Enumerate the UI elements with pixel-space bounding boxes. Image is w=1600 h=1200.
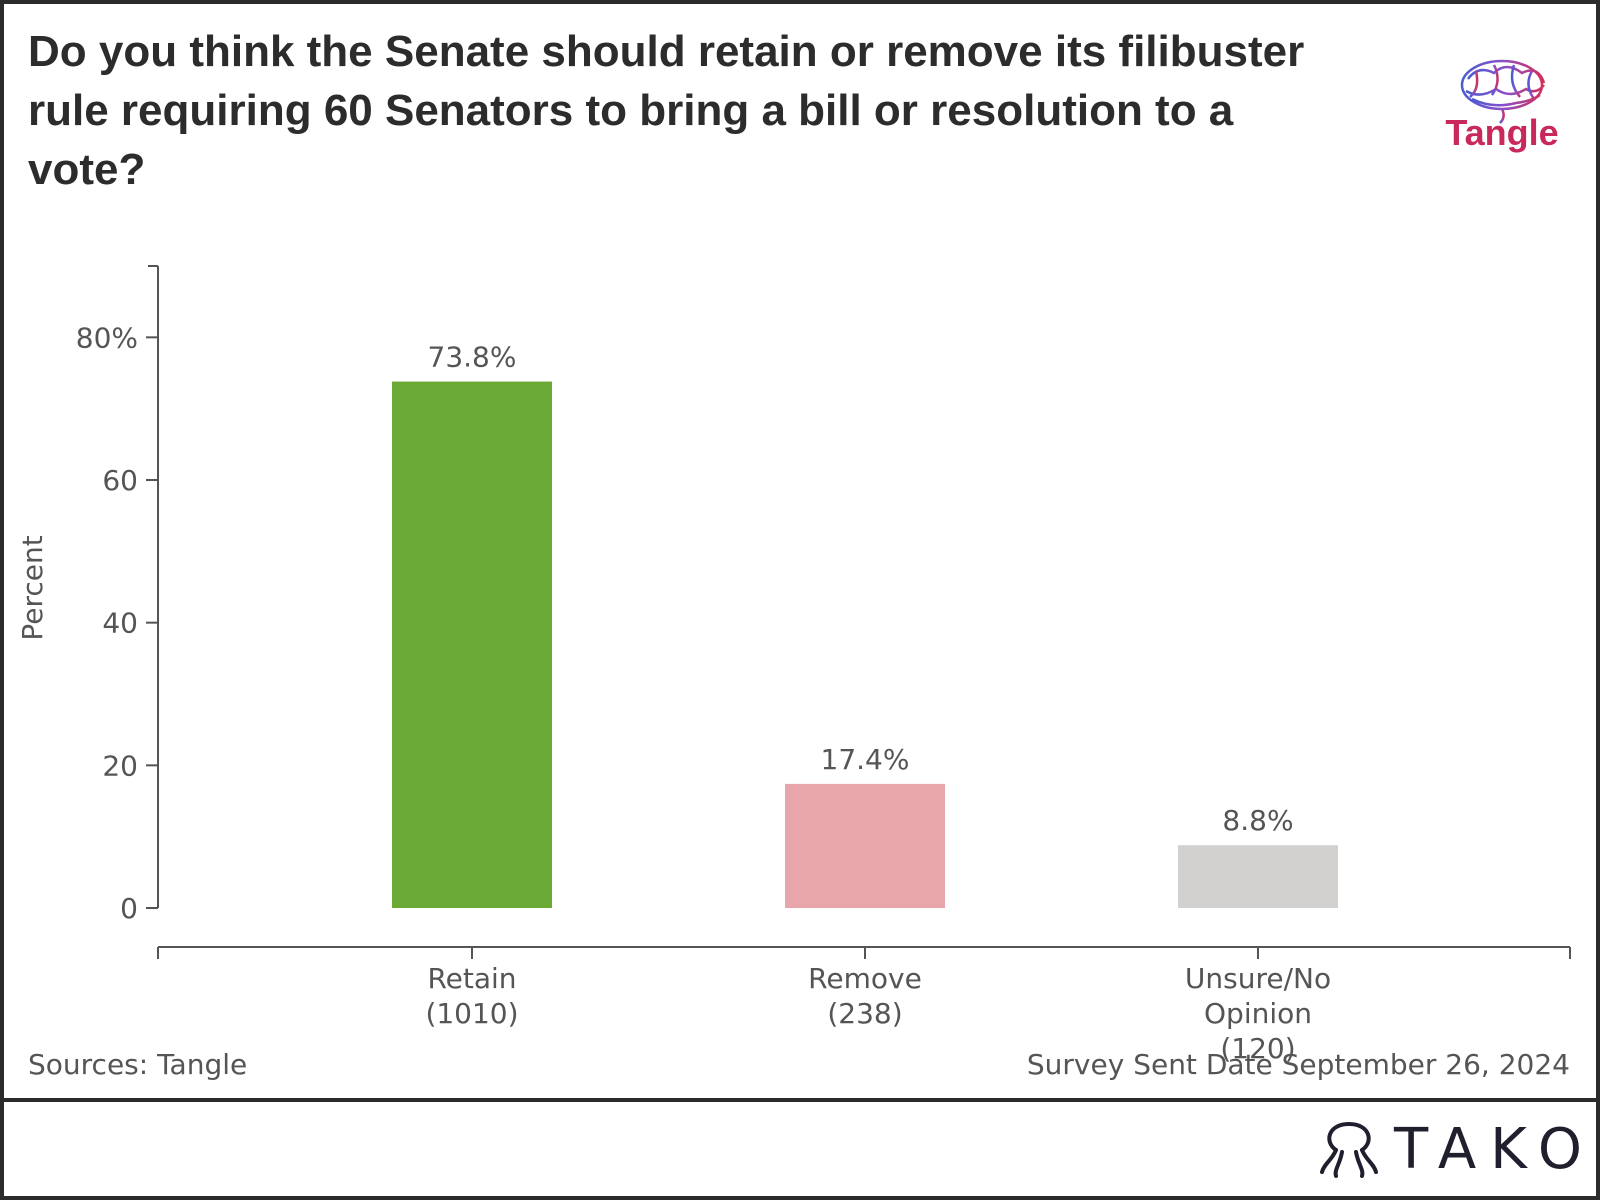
y-tick-label: 80% bbox=[76, 321, 138, 354]
y-axis: 0 20 40 60 80% bbox=[76, 265, 159, 925]
chart-title: Do you think the Senate should retain or… bbox=[28, 27, 1305, 194]
bar-remove bbox=[785, 783, 945, 908]
bar-retain bbox=[392, 381, 552, 908]
bar-value-label: 8.8% bbox=[1222, 804, 1293, 837]
footer-divider bbox=[0, 1098, 1600, 1102]
y-axis-label: Percent bbox=[16, 535, 49, 640]
x-category-label: (238) bbox=[827, 997, 902, 1030]
bar-value-label: 73.8% bbox=[428, 341, 517, 374]
x-category-label: (120) bbox=[1220, 1032, 1295, 1065]
brain-logo-icon bbox=[1460, 59, 1546, 124]
x-category-label: Unsure/No bbox=[1185, 962, 1331, 995]
x-category-label: Remove bbox=[808, 962, 922, 995]
x-axis: Retain(1010) Remove(238) Unsure/NoOpinion(… bbox=[157, 946, 1571, 1065]
y-tick-label: 0 bbox=[120, 892, 138, 925]
survey-date-note: Survey Sent Date September 26, 2024 bbox=[1026, 1048, 1570, 1081]
bar-unsure-no bbox=[1178, 845, 1338, 908]
tako-octopus-icon bbox=[1320, 1121, 1378, 1178]
y-tick-label: 20 bbox=[102, 749, 138, 782]
x-category-label: (1010) bbox=[425, 997, 518, 1030]
x-category-label: Retain bbox=[427, 962, 516, 995]
y-tick-label: 40 bbox=[102, 607, 138, 640]
tako-wordmark: TAKO bbox=[1394, 1117, 1596, 1182]
y-tick-label: 60 bbox=[102, 464, 138, 497]
x-category-label: Opinion bbox=[1204, 997, 1312, 1030]
bars: 73.8% 17.4% 8.8% bbox=[392, 341, 1338, 908]
sources-note: Sources: Tangle bbox=[28, 1048, 248, 1081]
logo-wordmark: Tangle bbox=[1445, 112, 1559, 153]
bar-value-label: 17.4% bbox=[821, 743, 910, 776]
